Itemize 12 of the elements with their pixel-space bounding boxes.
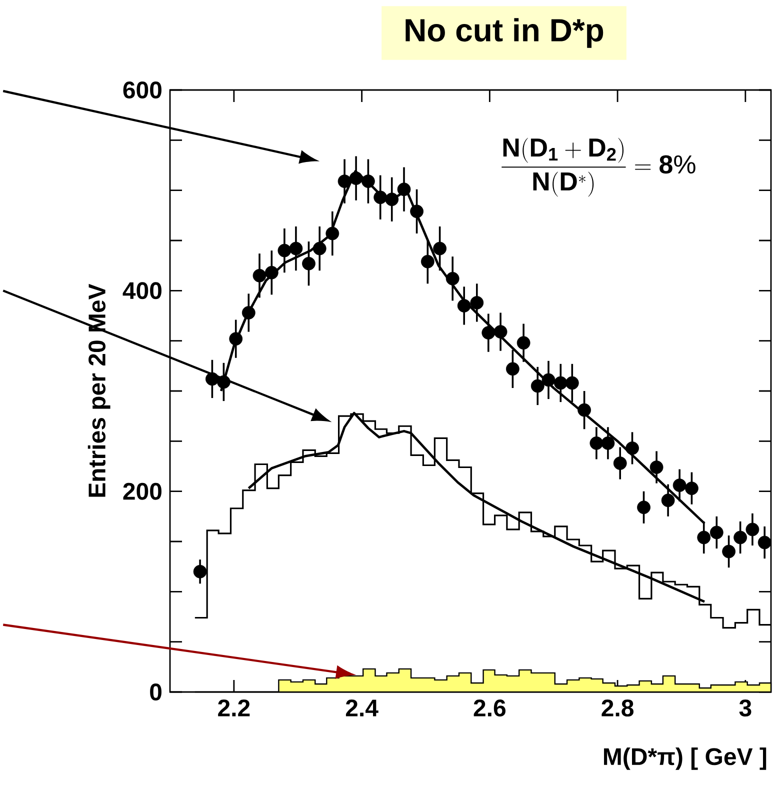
x-tick-label: 2.4	[346, 700, 378, 716]
y-tick-label: 200	[123, 482, 162, 500]
chart-title: No cut in D*p	[406, 18, 604, 48]
x-tick-label: 3	[739, 700, 752, 717]
x-tick-label: 2.2	[218, 700, 250, 716]
x-tick-label: 2.6	[474, 700, 506, 717]
y-tick-label: 0	[150, 684, 162, 700]
x-axis-title: M(D*π) [ GeV ]	[604, 748, 766, 770]
annotation: $\frac{\mathbf{N(D_1+D_2)}}{\mathbf{N(D^*)}}=\mathbf{8\%}$	[502, 138, 696, 197]
y-tick-label: 600	[123, 82, 162, 98]
y-tick-label: 400	[122, 282, 162, 300]
x-tick-label: 2.8	[602, 700, 634, 717]
